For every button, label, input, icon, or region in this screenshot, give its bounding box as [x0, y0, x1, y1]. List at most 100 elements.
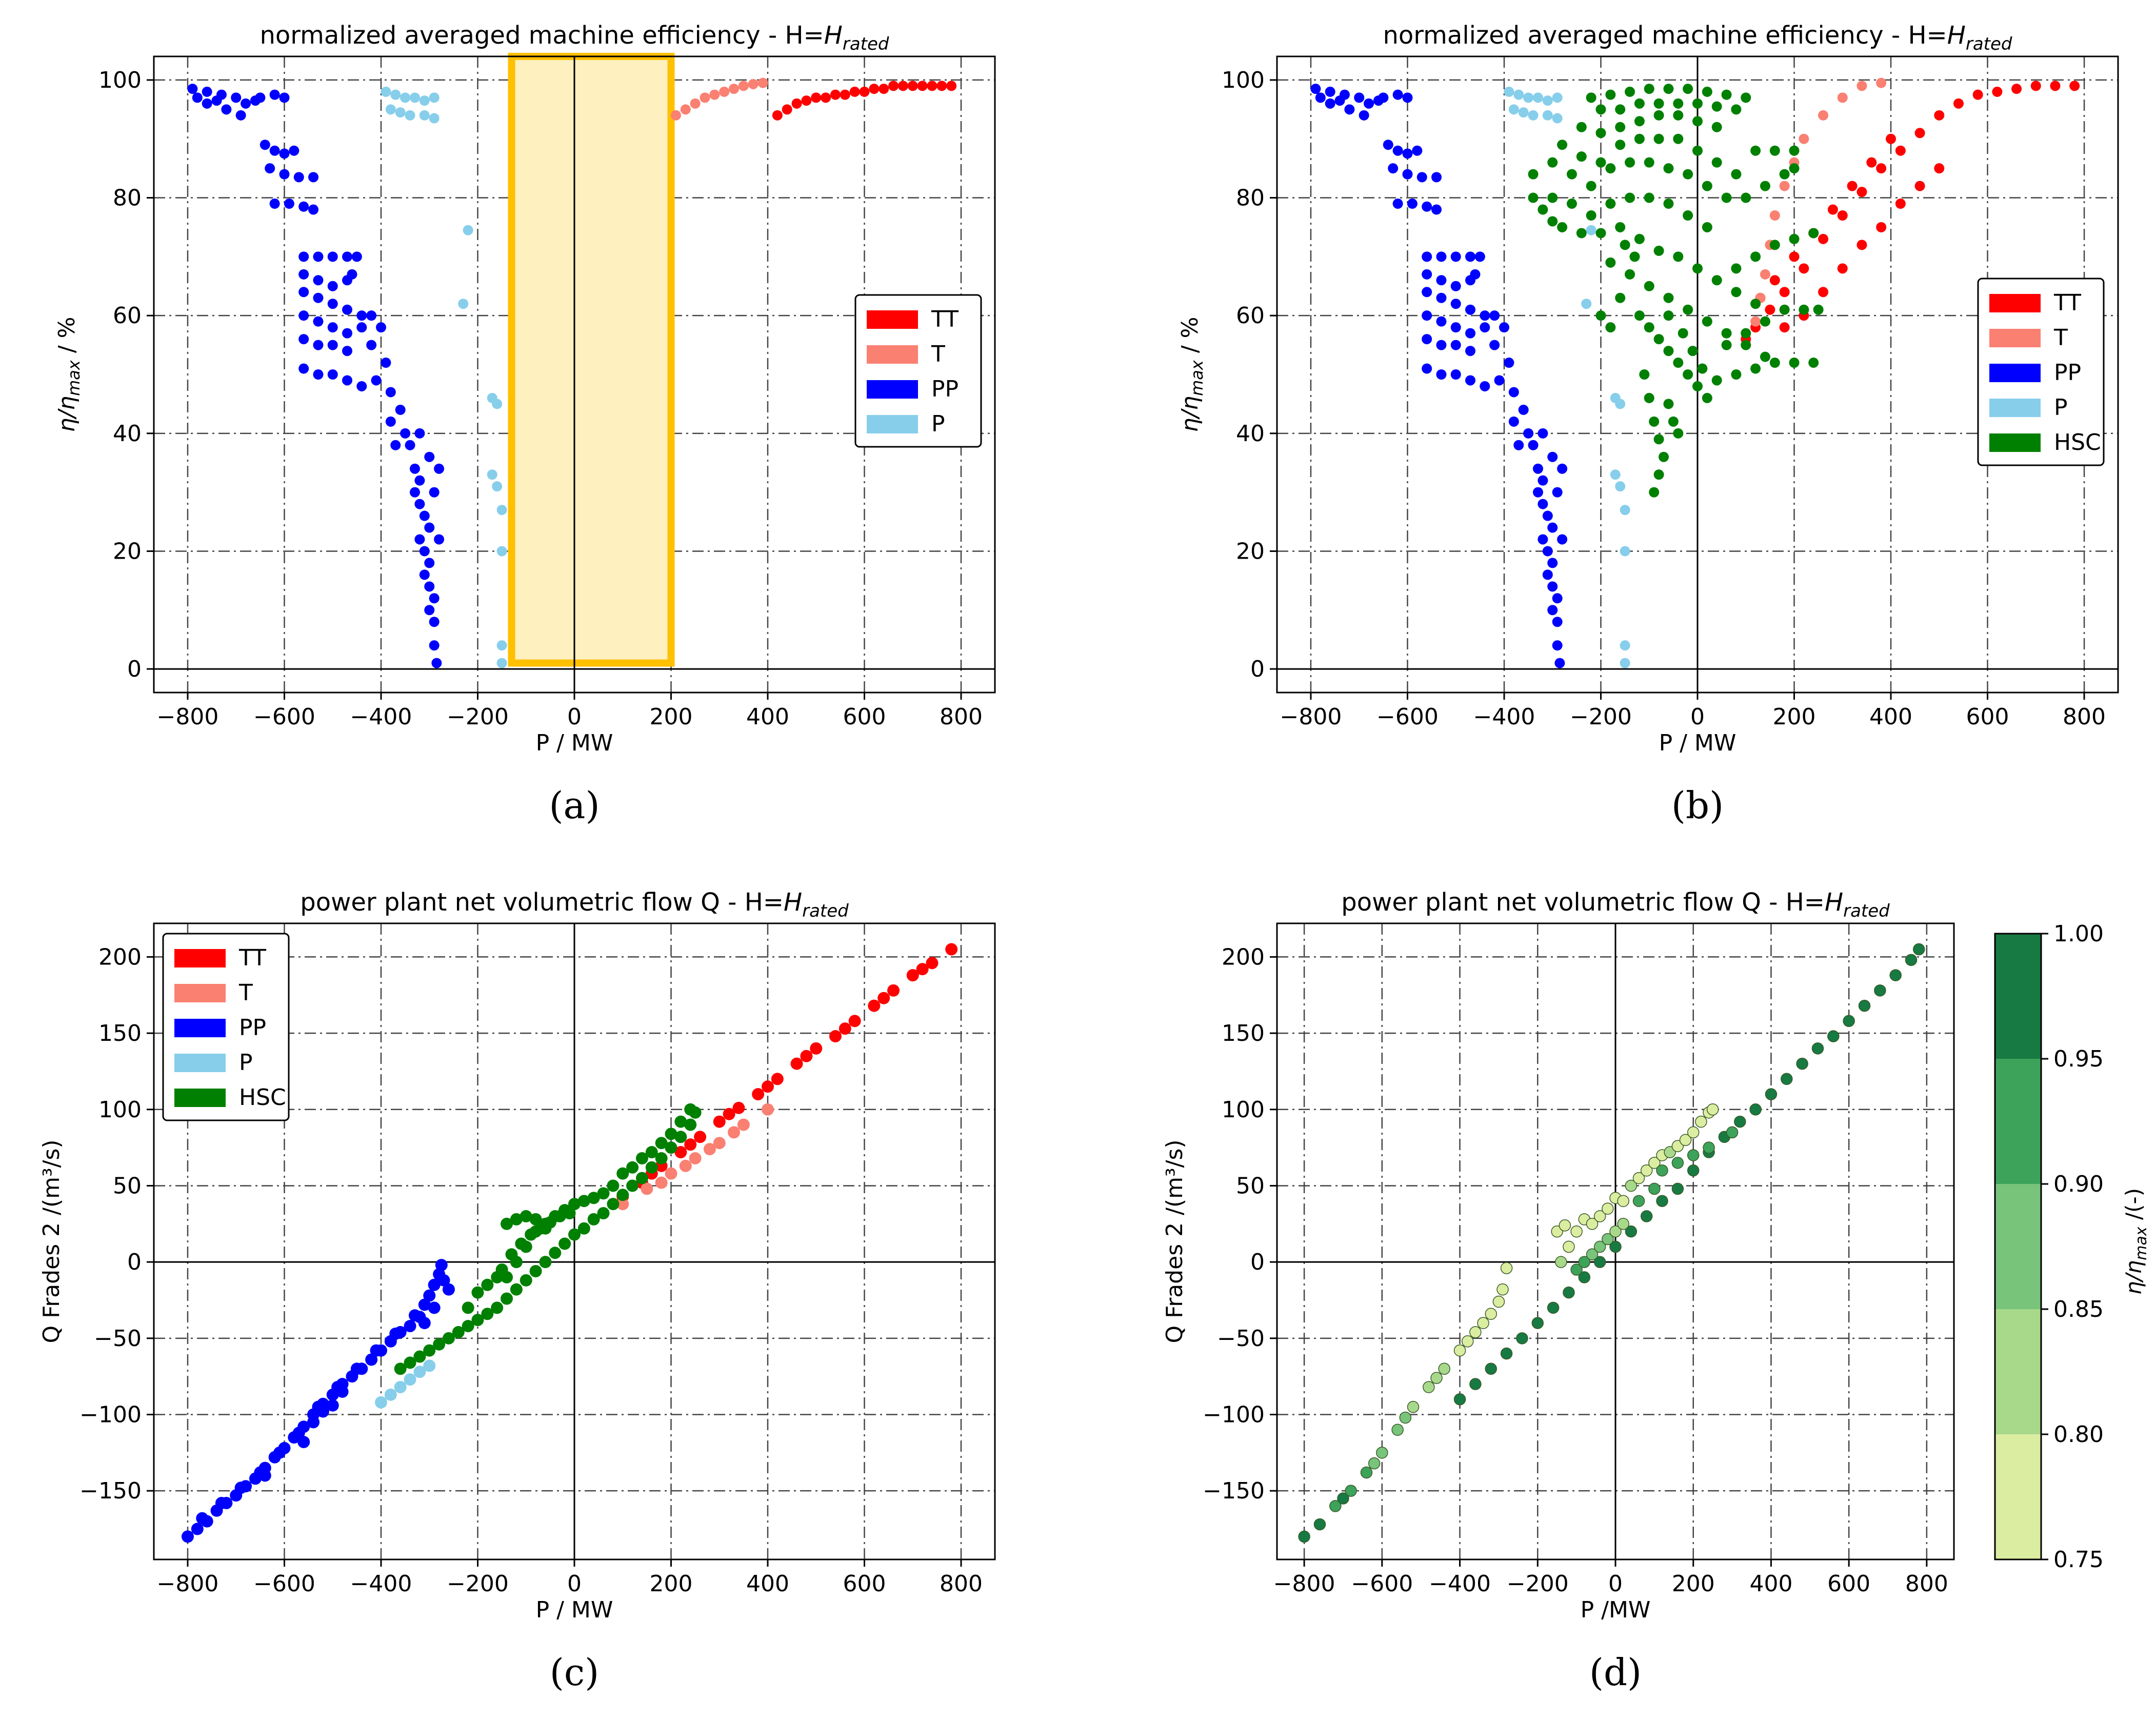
data-point-hsc [1741, 92, 1751, 103]
data-point-pp [307, 1416, 320, 1429]
data-point-tt [1953, 98, 1964, 109]
data-point-hsc [1644, 392, 1654, 403]
data-point-hsc [1634, 116, 1645, 127]
data-point-tt [897, 81, 908, 91]
x-tick-label: 400 [1749, 1571, 1792, 1597]
data-point-tt [1769, 275, 1780, 286]
data-point-hsc [665, 1141, 677, 1154]
data-point-tt [782, 104, 792, 115]
data-point-pp [1416, 172, 1427, 183]
data-point-hsc [568, 1228, 581, 1241]
data-point-pp [313, 251, 324, 262]
x-tick-label: 200 [1773, 704, 1816, 730]
data-point-pp [293, 172, 304, 183]
data-point-hsc [607, 1179, 620, 1192]
data-point-t [1856, 81, 1867, 91]
data-point-efficiency [1423, 1381, 1435, 1393]
data-point-hsc [1799, 304, 1809, 315]
data-point-pp [1450, 281, 1461, 291]
data-point-hsc [394, 1362, 407, 1375]
data-point-efficiency [1889, 969, 1902, 981]
data-point-tt [946, 81, 957, 91]
y-ticks-b: 0 20 40 60 80 100 [1222, 67, 1277, 682]
data-point-pp [298, 201, 309, 212]
data-point-tt [810, 1042, 823, 1055]
data-point-pp [308, 204, 319, 215]
data-point-pp [419, 569, 430, 580]
data-point-p [496, 505, 507, 516]
data-point-pp [370, 1344, 383, 1357]
data-point-hsc [1634, 133, 1645, 144]
data-point-pp [342, 346, 353, 357]
x-tick-label: −600 [1351, 1571, 1413, 1597]
y-tick-label: 20 [1236, 538, 1265, 564]
data-point-tt [1789, 251, 1800, 262]
data-point-pp [308, 172, 319, 183]
data-point-tt [800, 1050, 813, 1062]
data-point-p [496, 658, 507, 668]
data-point-efficiency [1391, 1424, 1404, 1436]
data-point-hsc [1721, 192, 1732, 203]
zero-lines-b [1277, 56, 2118, 693]
data-point-p [413, 1366, 426, 1378]
data-point-pp [327, 281, 338, 291]
data-point-hsc [1644, 84, 1654, 94]
data-point-hsc [1673, 133, 1684, 144]
data-point-hsc [1663, 399, 1674, 409]
data-point-hsc [1750, 363, 1761, 374]
data-point-efficiency [1726, 1126, 1739, 1139]
data-point-hsc [1711, 101, 1722, 112]
data-point-pp [1504, 358, 1514, 368]
data-point-hsc [1760, 181, 1770, 191]
data-point-pp [423, 1289, 436, 1302]
y-ticks-d: −150 −100 −50 0 50 100 150 200 [1203, 944, 1277, 1504]
data-point-efficiency [1905, 954, 1918, 966]
legend-swatch-tt [867, 310, 918, 329]
data-point-hsc [1605, 257, 1616, 268]
data-point-hsc [1683, 84, 1693, 94]
data-point-pp [1554, 658, 1565, 668]
data-point-p [458, 299, 469, 309]
data-point-pp [1528, 440, 1539, 450]
data-point-hsc [1595, 157, 1606, 168]
data-point-hsc [1557, 222, 1568, 232]
x-tick-label: 200 [650, 1571, 693, 1597]
data-point-pp [1494, 375, 1505, 386]
data-point-efficiency [1617, 1195, 1629, 1207]
data-point-efficiency [1912, 943, 1925, 956]
data-point-efficiency [1485, 1362, 1497, 1375]
marks-d [1298, 943, 1925, 1543]
data-point-tt [2011, 84, 2022, 94]
data-point-p [1615, 481, 1626, 492]
data-point-pp [1436, 275, 1447, 286]
data-point-hsc [1663, 199, 1674, 209]
data-point-hsc [1789, 358, 1800, 368]
data-point-tt [945, 943, 958, 956]
data-point-efficiency [1586, 1248, 1599, 1261]
data-point-hsc [568, 1198, 581, 1211]
data-point-p [463, 225, 473, 235]
data-point-pp [429, 617, 440, 627]
data-point-pp [1373, 95, 1384, 106]
data-point-pp [269, 145, 280, 156]
data-point-pp [211, 95, 222, 106]
data-point-tt [694, 1131, 707, 1143]
data-point-pp [298, 310, 309, 321]
data-point-pp [1334, 95, 1345, 106]
data-point-pp [1480, 310, 1490, 321]
data-point-hsc [549, 1247, 562, 1259]
data-point-hsc [1769, 358, 1780, 368]
y-tick-label: 20 [113, 538, 142, 564]
legend-label-p: P [2054, 394, 2068, 421]
data-point-pp [1431, 172, 1442, 183]
data-point-tt [936, 81, 947, 91]
x-tick-label: −800 [157, 704, 219, 730]
data-point-pp [1465, 328, 1476, 339]
data-point-pp [1422, 363, 1432, 374]
data-point-tt [1934, 110, 1945, 121]
data-point-t [703, 1143, 716, 1156]
y-tick-label: −100 [1203, 1402, 1265, 1428]
y-tick-label: 100 [98, 1097, 142, 1123]
data-point-hsc [1687, 346, 1698, 357]
